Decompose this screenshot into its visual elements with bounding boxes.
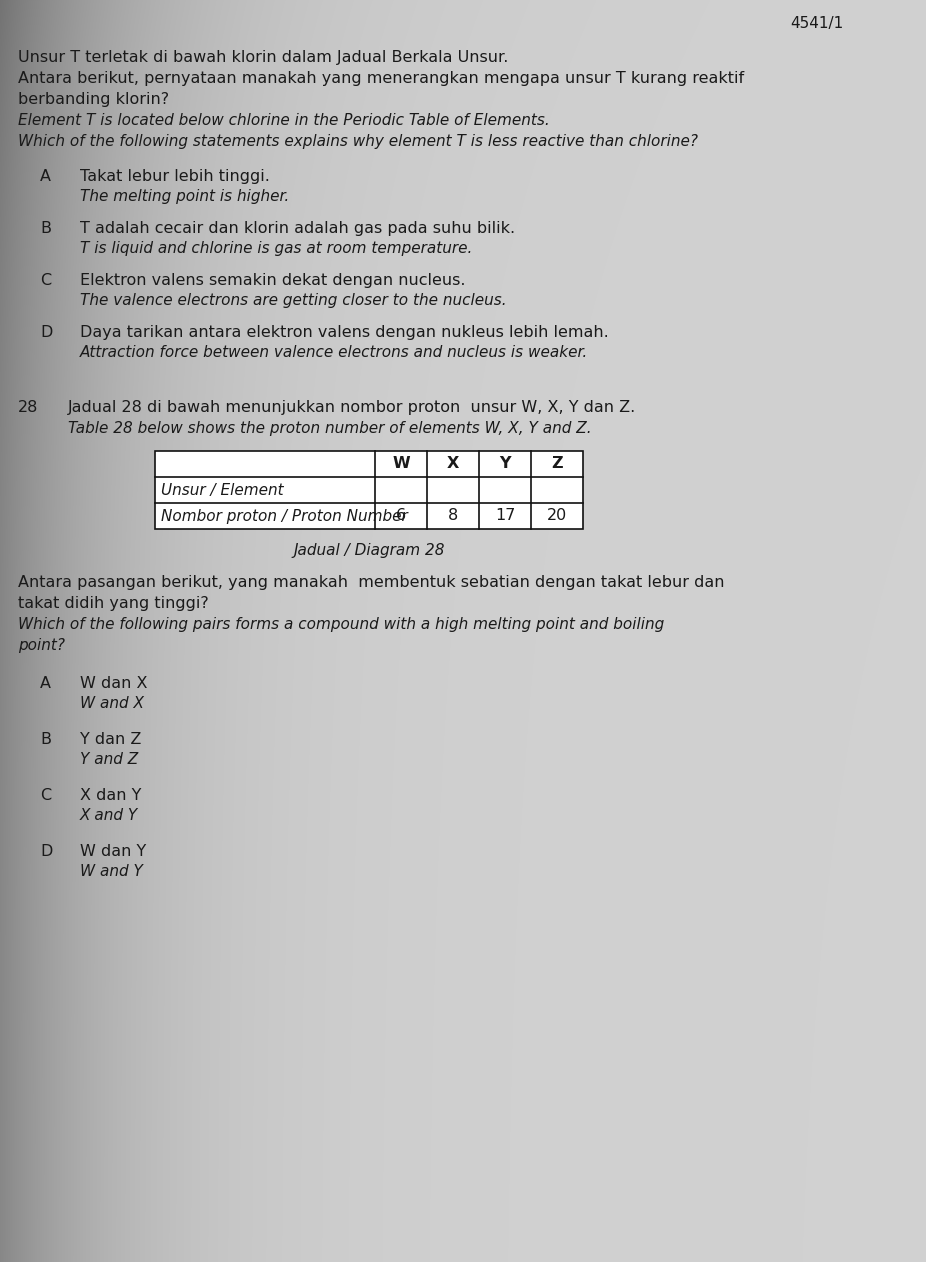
Text: X: X — [447, 457, 459, 472]
Text: 20: 20 — [547, 509, 567, 524]
Text: W dan Y: W dan Y — [80, 844, 146, 859]
Text: B: B — [40, 221, 51, 236]
Text: T is liquid and chlorine is gas at room temperature.: T is liquid and chlorine is gas at room … — [80, 241, 472, 256]
Text: The melting point is higher.: The melting point is higher. — [80, 189, 289, 204]
Text: Which of the following pairs forms a compound with a high melting point and boil: Which of the following pairs forms a com… — [18, 617, 664, 632]
Text: 17: 17 — [494, 509, 515, 524]
Text: Attraction force between valence electrons and nucleus is weaker.: Attraction force between valence electro… — [80, 345, 588, 360]
Text: T adalah cecair dan klorin adalah gas pada suhu bilik.: T adalah cecair dan klorin adalah gas pa… — [80, 221, 515, 236]
Text: W and X: W and X — [80, 697, 144, 711]
Text: A: A — [40, 169, 51, 184]
Text: W dan X: W dan X — [80, 676, 147, 692]
Text: W and Y: W and Y — [80, 864, 143, 880]
Text: Which of the following statements explains why element T is less reactive than c: Which of the following statements explai… — [18, 134, 698, 149]
Text: Takat lebur lebih tinggi.: Takat lebur lebih tinggi. — [80, 169, 269, 184]
Text: A: A — [40, 676, 51, 692]
Text: Y and Z: Y and Z — [80, 752, 138, 767]
Text: 8: 8 — [448, 509, 458, 524]
Text: W: W — [393, 457, 410, 472]
Text: Jadual / Diagram 28: Jadual / Diagram 28 — [294, 543, 444, 558]
Text: Unsur T terletak di bawah klorin dalam Jadual Berkala Unsur.: Unsur T terletak di bawah klorin dalam J… — [18, 50, 508, 66]
Text: Daya tarikan antara elektron valens dengan nukleus lebih lemah.: Daya tarikan antara elektron valens deng… — [80, 326, 608, 339]
Text: 28: 28 — [18, 400, 38, 415]
Text: point?: point? — [18, 639, 65, 652]
Text: Nombor proton / Proton Number: Nombor proton / Proton Number — [161, 509, 407, 524]
Text: X and Y: X and Y — [80, 808, 138, 823]
Text: takat didih yang tinggi?: takat didih yang tinggi? — [18, 596, 208, 611]
Text: D: D — [40, 326, 53, 339]
Text: C: C — [40, 787, 51, 803]
Text: Y dan Z: Y dan Z — [80, 732, 142, 747]
Text: Element T is located below chlorine in the Periodic Table of Elements.: Element T is located below chlorine in t… — [18, 114, 550, 127]
Text: C: C — [40, 273, 51, 288]
Bar — [155, 451, 583, 529]
Text: Elektron valens semakin dekat dengan nucleus.: Elektron valens semakin dekat dengan nuc… — [80, 273, 466, 288]
Text: Antara pasangan berikut, yang manakah  membentuk sebatian dengan takat lebur dan: Antara pasangan berikut, yang manakah me… — [18, 575, 724, 591]
Text: X dan Y: X dan Y — [80, 787, 142, 803]
Text: Y: Y — [499, 457, 511, 472]
Text: Unsur / Element: Unsur / Element — [161, 482, 283, 497]
Text: 6: 6 — [396, 509, 407, 524]
Text: The valence electrons are getting closer to the nucleus.: The valence electrons are getting closer… — [80, 293, 507, 308]
Text: Z: Z — [551, 457, 563, 472]
Text: Jadual 28 di bawah menunjukkan nombor proton  unsur W, X, Y dan Z.: Jadual 28 di bawah menunjukkan nombor pr… — [68, 400, 636, 415]
Text: D: D — [40, 844, 53, 859]
Text: 4541/1: 4541/1 — [790, 16, 844, 32]
Text: B: B — [40, 732, 51, 747]
Text: Antara berikut, pernyataan manakah yang menerangkan mengapa unsur T kurang reakt: Antara berikut, pernyataan manakah yang … — [18, 71, 745, 86]
Text: Table 28 below shows the proton number of elements W, X, Y and Z.: Table 28 below shows the proton number o… — [68, 422, 592, 435]
Text: berbanding klorin?: berbanding klorin? — [18, 92, 169, 107]
